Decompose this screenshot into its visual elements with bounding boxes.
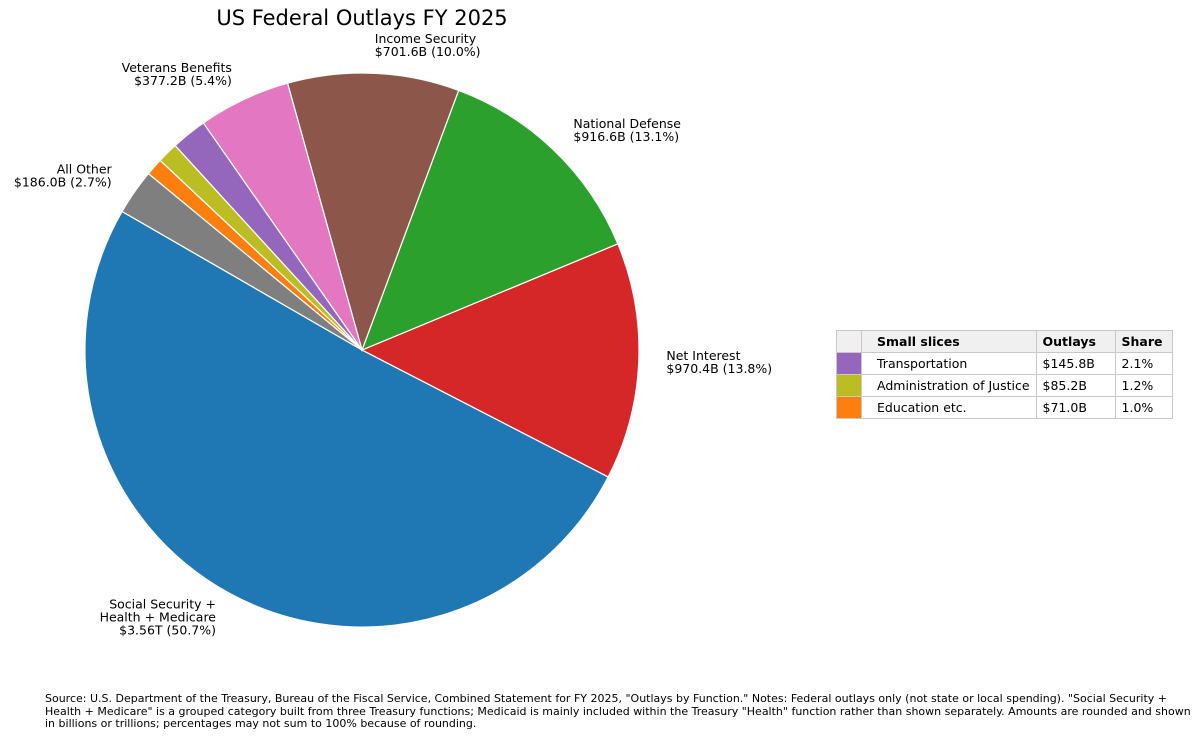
table-header-row: Small slices Outlays Share: [836, 330, 1173, 353]
table-cell-outlays: $71.0B: [1035, 396, 1116, 419]
color-swatch: [836, 396, 862, 419]
table-header-share: Share: [1114, 330, 1173, 353]
pie-slice-national-defense: [360, 89, 619, 352]
pie-slice-social-security-health-medicare: [84, 210, 610, 628]
slice-label-national-defense: National Defense $916.6B (13.1%): [573, 116, 681, 144]
slice-label-all-other: All Other $186.0B (2.7%): [14, 162, 113, 190]
table-header-swatch: [836, 330, 862, 353]
color-swatch: [836, 352, 862, 375]
pie-slice-net-interest: [360, 243, 640, 478]
table-cell-outlays: $85.2B: [1035, 374, 1116, 397]
slice-label-net-interest: Net Interest $970.4B (13.8%): [666, 348, 772, 376]
table-row: Transportation $145.8B 2.1%: [836, 352, 1173, 375]
pie-slice-all-other: [121, 172, 363, 351]
table-cell-name: Administration of Justice: [861, 374, 1037, 397]
color-swatch: [836, 374, 862, 397]
slice-label-income-security: Income Security $701.6B (10.0%): [375, 31, 481, 59]
source-note: Source: U.S. Department of the Treasury,…: [45, 692, 1191, 730]
chart-title: US Federal Outlays FY 2025: [216, 6, 507, 30]
table-row: Education etc. $71.0B 1.0%: [836, 396, 1173, 419]
pie-slices: [84, 72, 640, 628]
pie-slice-income-security: [286, 72, 460, 352]
table-cell-name: Education etc.: [861, 396, 1037, 419]
small-slices-table: Small slices Outlays Share Transportatio…: [836, 330, 1173, 419]
table-cell-share: 2.1%: [1114, 352, 1173, 375]
table-header-name: Small slices: [861, 330, 1037, 353]
table-cell-share: 1.0%: [1114, 396, 1173, 419]
table-header-outlays: Outlays: [1035, 330, 1116, 353]
table-row: Administration of Justice $85.2B 1.2%: [836, 374, 1173, 397]
table-cell-name: Transportation: [861, 352, 1037, 375]
slice-label-veterans-benefits: Veterans Benefits $377.2B (5.4%): [122, 60, 232, 88]
slice-label-social-security-health-medicare: Social Security + Health + Medicare $3.56T…: [100, 596, 217, 637]
table-cell-share: 1.2%: [1114, 374, 1173, 397]
table-cell-outlays: $145.8B: [1035, 352, 1116, 375]
pie-labels: Social Security + Health + Medicare $3.56T…: [14, 31, 772, 637]
